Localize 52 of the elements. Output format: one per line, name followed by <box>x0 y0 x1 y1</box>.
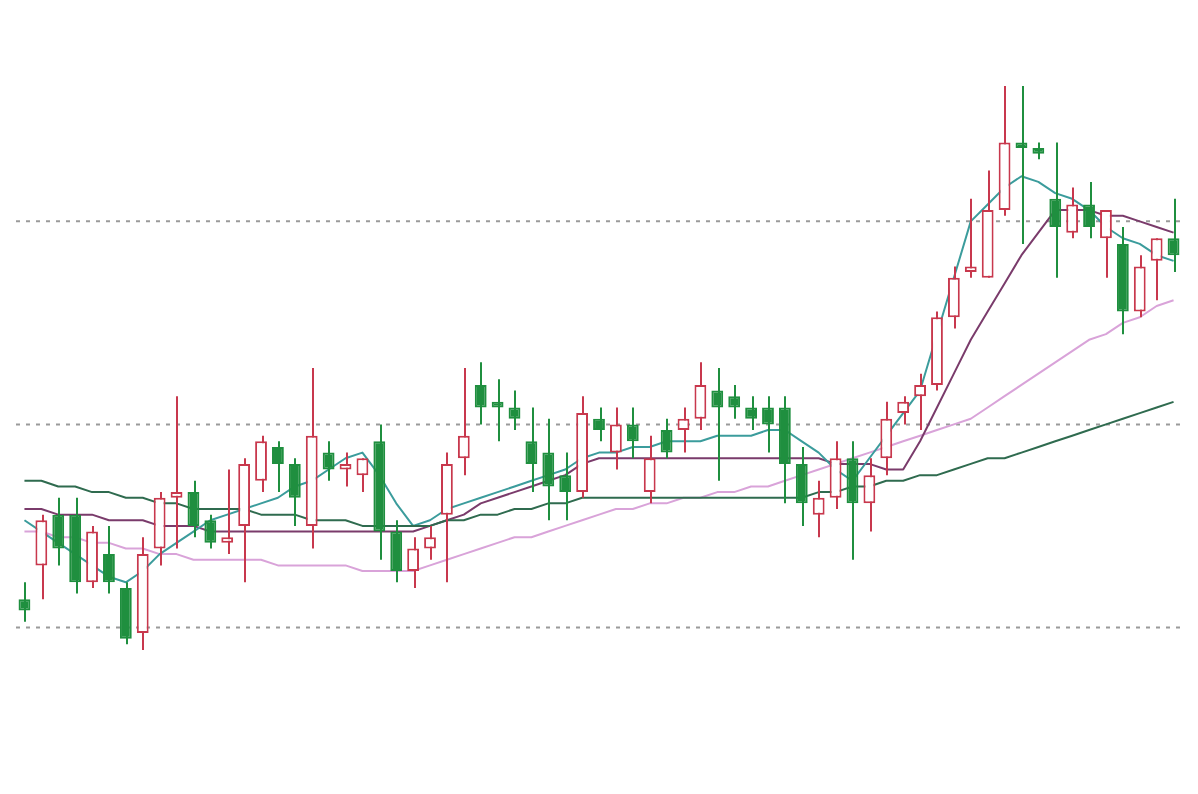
candlestick <box>559 451 572 522</box>
candlestick <box>1015 85 1028 245</box>
candlestick <box>1066 186 1079 240</box>
candlestick <box>812 479 825 539</box>
candlestick <box>474 361 487 426</box>
candlestick <box>947 265 960 330</box>
candlestick <box>829 440 842 510</box>
candlestick <box>914 372 926 432</box>
candlestick <box>745 395 757 432</box>
candlestick <box>86 524 98 589</box>
candlestick <box>390 519 403 584</box>
candlestick <box>643 434 656 505</box>
candlestick <box>609 406 622 471</box>
candlestick <box>204 513 217 550</box>
candlestick <box>863 457 876 533</box>
candlestick <box>103 524 115 595</box>
candlestick <box>407 536 420 589</box>
candlestick <box>1083 180 1095 240</box>
candlestick <box>626 406 639 460</box>
candlestick <box>322 440 335 482</box>
candlestick <box>52 496 65 567</box>
candlestick <box>153 491 166 567</box>
candlestick <box>508 389 521 432</box>
candlestick <box>795 445 808 527</box>
candlestick <box>221 468 234 556</box>
candlestick <box>18 581 31 623</box>
candlestick <box>542 417 555 522</box>
candlestick <box>1049 141 1062 279</box>
candlestick <box>660 417 673 460</box>
candlestick <box>441 451 453 584</box>
candlestick <box>897 395 910 426</box>
candlestick <box>593 406 605 443</box>
candlestick <box>424 524 436 561</box>
candlestick <box>339 451 352 488</box>
candlestick <box>288 457 301 527</box>
candlestick <box>187 479 200 539</box>
candlestick <box>694 361 707 432</box>
candlestick <box>1133 254 1146 319</box>
candlestick <box>728 383 741 420</box>
candlestick <box>170 395 183 550</box>
candlestick <box>964 197 977 279</box>
candlestick <box>711 367 724 482</box>
candlestick <box>255 434 267 494</box>
candlestick <box>525 406 538 494</box>
candlestick <box>1100 209 1112 279</box>
candlestick <box>1167 197 1180 274</box>
candlestick <box>457 367 470 477</box>
candlestick <box>1150 237 1163 302</box>
candlestick <box>762 395 774 454</box>
candlestick <box>119 581 132 646</box>
candlestick <box>35 513 48 601</box>
candlestick <box>880 400 893 477</box>
